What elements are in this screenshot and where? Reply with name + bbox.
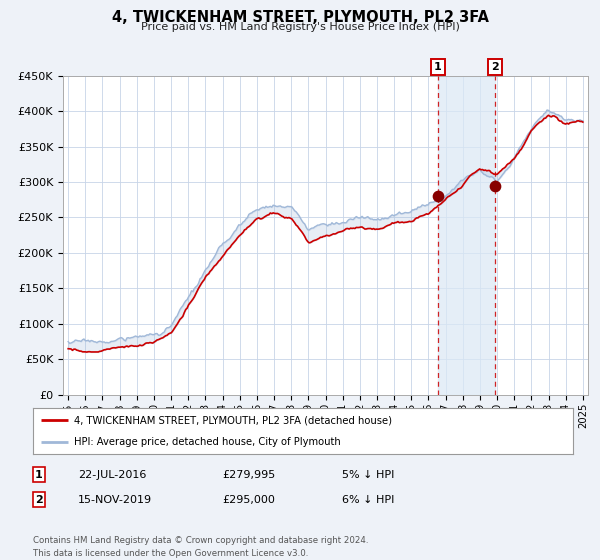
Point	[433, 192, 443, 200]
Text: Price paid vs. HM Land Registry's House Price Index (HPI): Price paid vs. HM Land Registry's House …	[140, 22, 460, 32]
Text: 22-JUL-2016: 22-JUL-2016	[78, 470, 146, 480]
Text: 2: 2	[491, 62, 499, 72]
Text: 2: 2	[35, 494, 43, 505]
Text: HPI: Average price, detached house, City of Plymouth: HPI: Average price, detached house, City…	[74, 437, 340, 447]
Text: Contains HM Land Registry data © Crown copyright and database right 2024.
This d: Contains HM Land Registry data © Crown c…	[33, 536, 368, 558]
Point	[490, 181, 500, 190]
Text: £279,995: £279,995	[222, 470, 275, 480]
Text: 4, TWICKENHAM STREET, PLYMOUTH, PL2 3FA (detached house): 4, TWICKENHAM STREET, PLYMOUTH, PL2 3FA …	[74, 415, 392, 425]
Text: £295,000: £295,000	[222, 494, 275, 505]
Text: 1: 1	[434, 62, 442, 72]
Bar	[438, 76, 495, 395]
Text: 6% ↓ HPI: 6% ↓ HPI	[342, 494, 394, 505]
Text: 5% ↓ HPI: 5% ↓ HPI	[342, 470, 394, 480]
Text: 15-NOV-2019: 15-NOV-2019	[78, 494, 152, 505]
Text: 4, TWICKENHAM STREET, PLYMOUTH, PL2 3FA: 4, TWICKENHAM STREET, PLYMOUTH, PL2 3FA	[112, 10, 488, 25]
Text: 1: 1	[35, 470, 43, 480]
